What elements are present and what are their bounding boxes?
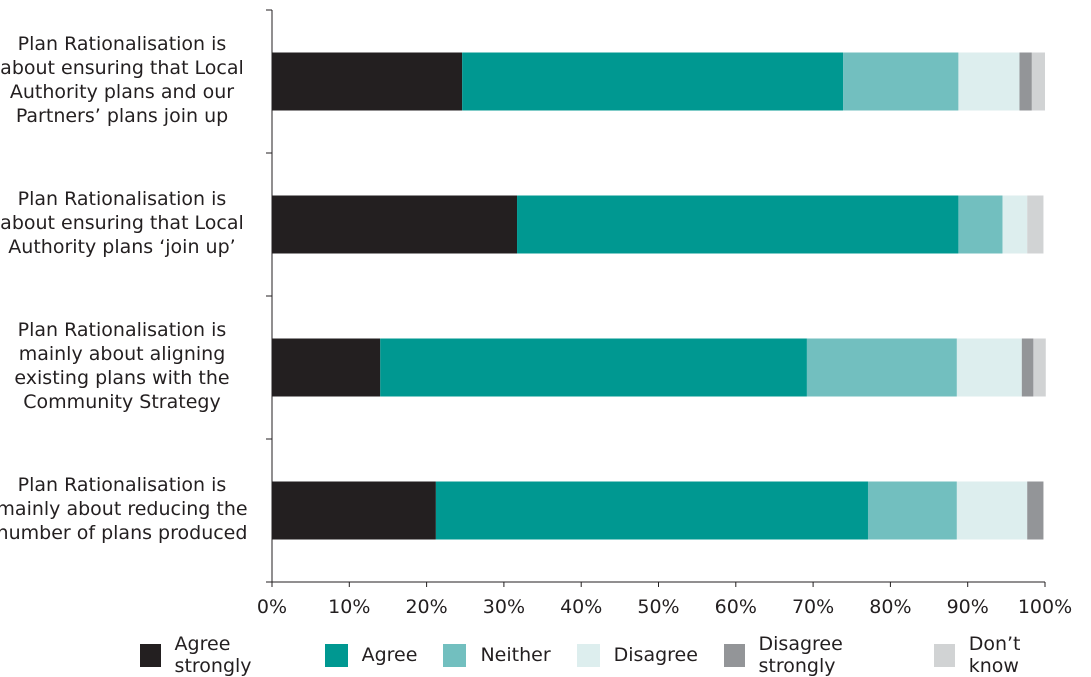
legend-swatch	[576, 643, 600, 667]
category-label: Plan Rationalisation is about ensuring th…	[0, 187, 252, 259]
category-label: Plan Rationalisation is about ensuring th…	[0, 32, 252, 128]
category-label-line: existing plans with the	[14, 366, 230, 389]
category-label-line: mainly about reducing the	[0, 497, 248, 520]
bar-segment	[1027, 195, 1044, 254]
category-label-line: Authority plans and our	[9, 80, 235, 103]
bar-segment	[956, 338, 1022, 397]
category-label-line: Plan Rationalisation is	[17, 187, 227, 210]
x-tick-label: 50%	[637, 596, 679, 618]
legend-item: Neither	[443, 643, 551, 667]
legend-swatch	[723, 643, 745, 667]
bar-segment	[958, 195, 1003, 254]
bar-segment	[806, 338, 957, 397]
bar-segment	[517, 195, 959, 254]
category-label-line: Authority plans ‘join up’	[8, 235, 236, 258]
category-label-line: number of plans produced	[0, 521, 248, 544]
legend-label: Agree strongly	[174, 633, 252, 677]
bar-segment	[272, 195, 518, 254]
bar-segment	[435, 481, 868, 540]
category-label-line: Plan Rationalisation is	[17, 473, 227, 496]
bar-segment	[958, 52, 1020, 111]
x-tick-label: 60%	[715, 596, 757, 618]
bar-segment	[272, 52, 463, 111]
category-label: Plan Rationalisation is mainly about redu…	[0, 473, 252, 545]
legend-swatch	[443, 643, 467, 667]
bar-segment	[272, 481, 436, 540]
bar-segment	[1002, 195, 1028, 254]
legend-label: Disagree	[613, 644, 698, 666]
legend-item: Agree	[324, 643, 418, 667]
bar-segment	[462, 52, 844, 111]
bar-segment	[1027, 481, 1044, 540]
category-label-line: Community Strategy	[23, 390, 221, 413]
category-label-line: Partners’ plans join up	[15, 104, 229, 127]
legend-label: Agree	[361, 644, 418, 666]
legend-item: Disagree	[576, 643, 698, 667]
legend-label: Don’t know	[968, 633, 1021, 677]
bar-segment	[380, 338, 807, 397]
bar-segment	[956, 481, 1028, 540]
x-tick-label: 0%	[257, 596, 287, 618]
legend-label: Neither	[480, 644, 551, 666]
bar-segment	[1031, 52, 1045, 111]
category-label-line: about ensuring that Local	[0, 56, 244, 79]
category-label-line: mainly about aligning	[18, 342, 226, 365]
category-label: Plan Rationalisation is mainly about alig…	[0, 318, 252, 414]
bar-segment	[1019, 52, 1032, 111]
x-tick-label: 70%	[792, 596, 834, 618]
bar-segment	[867, 481, 957, 540]
x-tick-label: 90%	[947, 596, 989, 618]
legend-item: Don’t know	[934, 633, 1065, 677]
legend-item: Agree strongly	[140, 633, 299, 677]
x-tick-label: 20%	[405, 596, 447, 618]
x-tick-label: 100%	[1018, 596, 1072, 618]
bar-segment	[843, 52, 959, 111]
category-label-line: Plan Rationalisation is	[17, 318, 227, 341]
category-label-line: about ensuring that Local	[0, 211, 244, 234]
legend-item: Disagree strongly	[723, 633, 908, 677]
legend: Agree strongly Agree Neither Disagree Disagr…	[140, 633, 1091, 677]
x-tick-label: 80%	[869, 596, 911, 618]
bar-segment	[1021, 338, 1034, 397]
legend-swatch	[324, 643, 348, 667]
x-tick-label: 30%	[483, 596, 525, 618]
x-tick-label: 40%	[560, 596, 602, 618]
legend-label: Disagree strongly	[758, 633, 843, 677]
category-label-line: Plan Rationalisation is	[17, 32, 227, 55]
x-tick-label: 10%	[328, 596, 370, 618]
bar-segment	[1033, 338, 1046, 397]
bar-segment	[272, 338, 381, 397]
legend-swatch	[140, 643, 161, 667]
legend-swatch	[934, 643, 955, 667]
